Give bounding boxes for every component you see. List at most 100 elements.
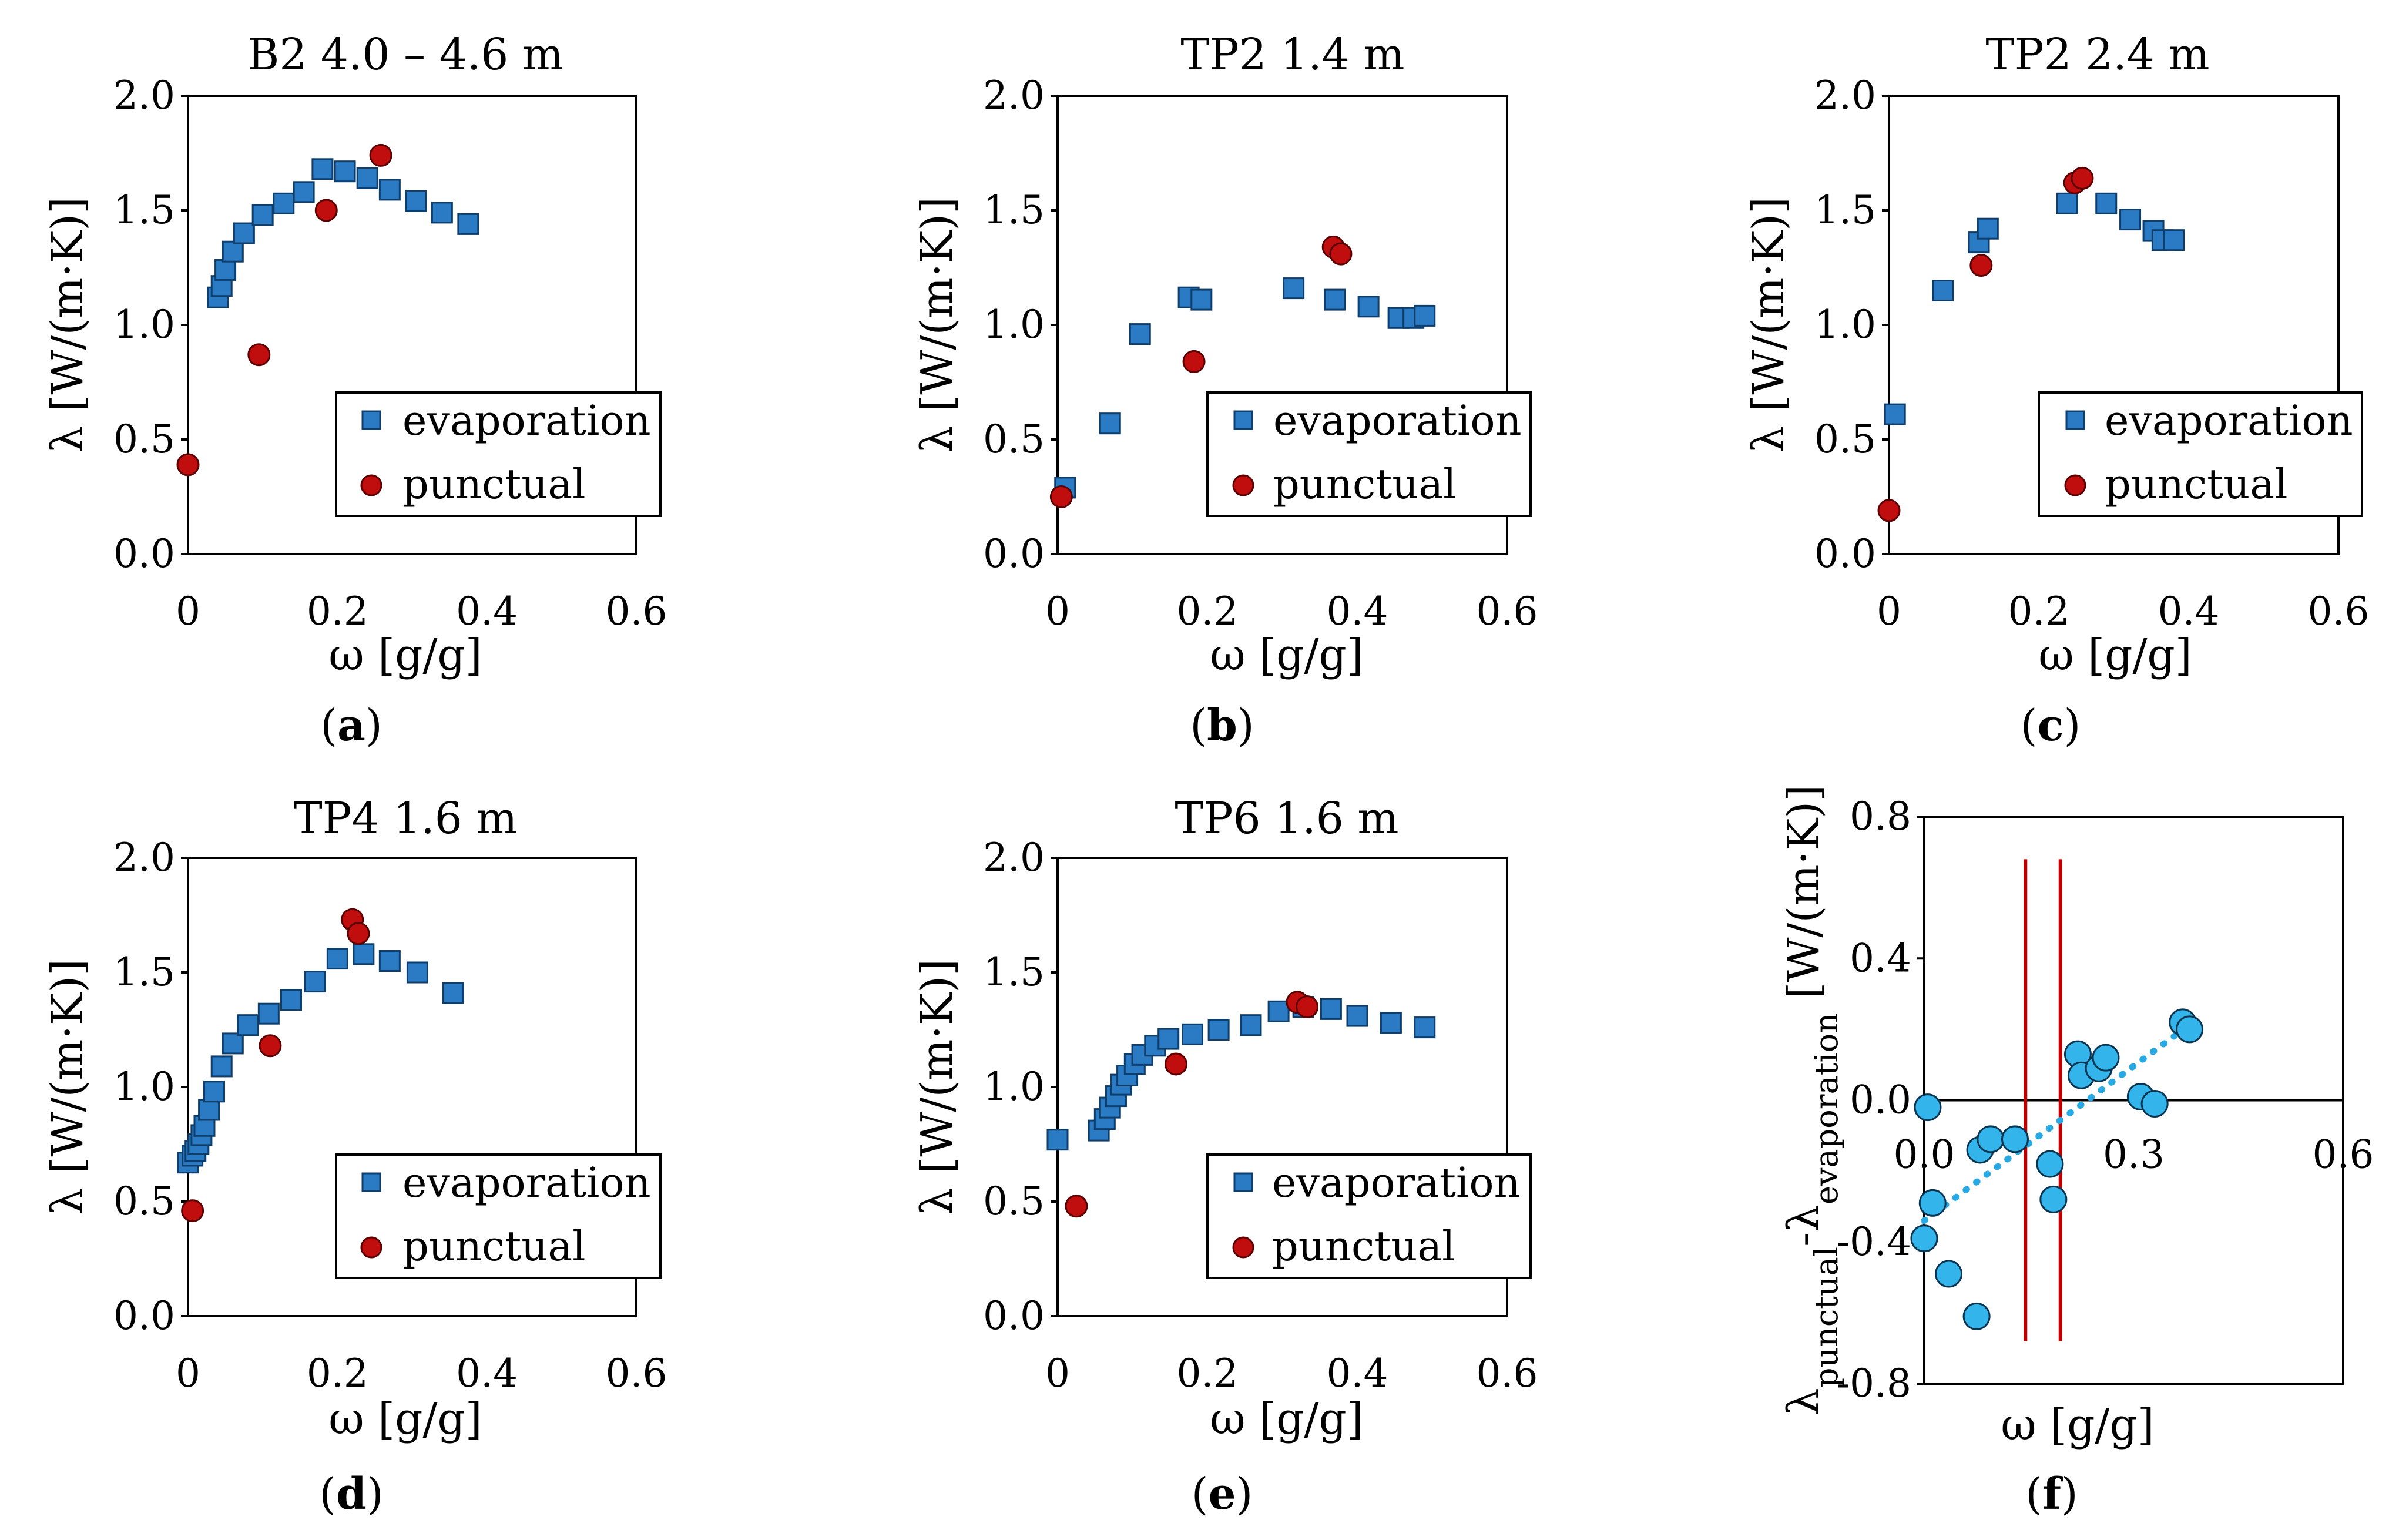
panel-a-evaporation-point <box>293 181 315 203</box>
panel-b-caption: (b) <box>1190 700 1254 751</box>
panel-e-y-tick-label: 1.0 <box>983 1064 1045 1109</box>
panel-a-evaporation-point <box>378 179 401 201</box>
panel-a: B2 4.0 – 4.6 m 0.0 0.5 1.0 1.5 2.0 0 0.2 0.4 0.… <box>42 29 667 751</box>
panel-b-y-tick-label: 1.0 <box>983 302 1045 347</box>
panel-d-evaporation-point <box>198 1099 220 1121</box>
panel-a-punctual-point <box>176 453 200 477</box>
panel-f-difference-point <box>1977 1125 2005 1153</box>
panel-c-y-tick-label: 0.0 <box>1814 531 1876 576</box>
panel-b-y-tick-label: 1.5 <box>983 187 1045 233</box>
panel-d-x-tick-label: 0 <box>176 1351 200 1396</box>
panel-c-y-tick-label: 2.0 <box>1814 73 1876 118</box>
panel-d-evaporation-point <box>304 971 326 993</box>
panel-f-difference-point <box>2140 1090 2169 1118</box>
panel-e-x-tick-label: 0.6 <box>1477 1351 1538 1396</box>
panel-b-y-tick-label: 0.5 <box>983 417 1045 462</box>
panel-c-title: TP2 2.4 m <box>1985 29 2209 80</box>
panel-b-y-tick-label: 2.0 <box>983 73 1045 118</box>
panel-f-caption: (f) <box>2025 1469 2078 1519</box>
panel-c-evaporation-point <box>2119 209 2142 231</box>
panel-d-y-tick-label: 0.0 <box>113 1293 175 1338</box>
panel-b-evaporation-point <box>1357 296 1380 318</box>
panel-c-legend: evaporation punctual <box>2038 391 2363 517</box>
panel-d-evaporation-point <box>280 989 302 1011</box>
panel-d-y-label: λ [W/(m·K)] <box>42 959 93 1215</box>
panel-e-y-tick-label: 0.0 <box>983 1293 1045 1338</box>
panel-d-evaporation-point <box>353 943 375 965</box>
panel-d-evaporation-point <box>210 1055 233 1078</box>
panel-a-y-tick-label: 1.0 <box>113 302 175 347</box>
panel-a-legend-circle-marker <box>360 474 382 496</box>
panel-f-y-tick-label: 0.4 <box>1850 935 1911 981</box>
panel-e-marks <box>1046 991 1436 1218</box>
panel-d-legend-circle-marker <box>360 1236 382 1259</box>
panel-d-y-ticks: 0.0 0.5 1.0 1.5 2.0 <box>113 835 188 1338</box>
panel-e-title: TP6 1.6 m <box>1175 793 1398 844</box>
panel-d-y-tick-label: 2.0 <box>113 835 175 880</box>
panel-a-evaporation-point <box>311 158 334 180</box>
panel-b-x-label: ω [g/g] <box>1210 630 1363 680</box>
panel-a-x-label: ω [g/g] <box>328 630 482 680</box>
panel-f-x-tick-label: 0.6 <box>2313 1132 2374 1177</box>
panel-f-difference-point <box>2001 1125 2029 1153</box>
panel-e-punctual-point <box>1065 1195 1088 1218</box>
panel-a-legend-square-marker <box>361 410 381 430</box>
panel-a-y-ticks: 0.0 0.5 1.0 1.5 2.0 <box>113 73 188 576</box>
panel-b-evaporation-point <box>1283 277 1305 300</box>
panel-b: TP2 1.4 m 0.0 0.5 1.0 1.5 2.0 0 0.2 0.4 0.6 ω [… <box>912 29 1538 751</box>
panel-a-evaporation-point <box>334 160 356 183</box>
panel-a-caption: (a) <box>320 700 382 751</box>
panel-b-title: TP2 1.4 m <box>1180 29 1404 80</box>
panel-d-punctual-point <box>347 922 370 945</box>
panel-b-x-ticks: 0 0.2 0.4 0.6 <box>1045 589 1538 634</box>
panel-b-x-tick-label: 0.6 <box>1477 589 1538 634</box>
panel-d-evaporation-point <box>203 1081 226 1103</box>
panel-f-x-tick-label: 0.0 <box>1894 1132 1955 1177</box>
panel-c-x-tick-label: 0.4 <box>2158 589 2220 634</box>
panel-d-punctual-point <box>181 1199 204 1223</box>
panel-b-x-tick-label: 0.4 <box>1327 589 1388 634</box>
panel-d-legend-square-marker <box>361 1172 381 1192</box>
panel-a-legend: evaporation punctual <box>335 391 662 517</box>
panel-e-y-ticks: 0.0 0.5 1.0 1.5 2.0 <box>983 835 1058 1338</box>
panel-a-x-tick-label: 0.4 <box>456 589 518 634</box>
panel-c-evaporation-point <box>2163 229 2185 251</box>
panel-f-y-tick-label: -0.8 <box>1837 1361 1911 1406</box>
panel-a-evaporation-point <box>457 213 479 235</box>
panel-a-title: B2 4.0 – 4.6 m <box>247 29 563 80</box>
panel-a-x-tick-label: 0.6 <box>606 589 667 634</box>
panel-d-x-ticks: 0 0.2 0.4 0.6 <box>176 1351 667 1396</box>
panel-b-punctual-point <box>1049 485 1073 508</box>
panel-a-y-tick-label: 0.0 <box>113 531 175 576</box>
panel-b-legend-square-marker <box>1233 410 1253 430</box>
panel-a-punctual-point <box>247 343 271 367</box>
panel-a-evaporation-point <box>431 202 453 224</box>
panel-c-evaporation-point <box>2056 192 2078 214</box>
panel-c-marks <box>1877 166 2185 522</box>
panel-a-legend-evaporation: evaporation <box>402 397 651 445</box>
panel-e-x-label: ω [g/g] <box>1210 1394 1363 1444</box>
panel-a-legend-punctual: punctual <box>402 460 586 508</box>
panel-d-caption: (d) <box>319 1469 384 1519</box>
panel-d-y-tick-label: 1.5 <box>113 950 175 995</box>
panel-c-x-label: ω [g/g] <box>2038 630 2192 680</box>
panel-b-evaporation-point <box>1324 288 1346 311</box>
panel-c-legend-punctual: punctual <box>2105 460 2288 508</box>
panel-c-evaporation-point <box>1884 403 1906 425</box>
panel-e-evaporation-point <box>1157 1028 1180 1050</box>
panel-e-evaporation-point <box>1240 1014 1262 1036</box>
panel-e-evaporation-point <box>1346 1005 1368 1027</box>
panel-f-difference-point <box>1935 1260 1963 1288</box>
panel-b-punctual-point <box>1329 242 1353 266</box>
panel-b-legend: evaporation punctual <box>1206 391 1532 517</box>
panel-e-evaporation-point <box>1207 1019 1230 1041</box>
panel-b-evaporation-point <box>1190 288 1213 311</box>
panel-e-caption: (e) <box>1192 1469 1253 1519</box>
panel-c-punctual-point <box>2071 166 2094 190</box>
panel-e-y-label: λ [W/(m·K)] <box>912 959 962 1215</box>
panel-c-evaporation-point <box>1977 217 1999 240</box>
panel-d-legend-box <box>335 1153 662 1279</box>
panel-e-y-tick-label: 2.0 <box>983 835 1045 880</box>
panel-e-legend-circle-marker <box>1232 1236 1254 1259</box>
